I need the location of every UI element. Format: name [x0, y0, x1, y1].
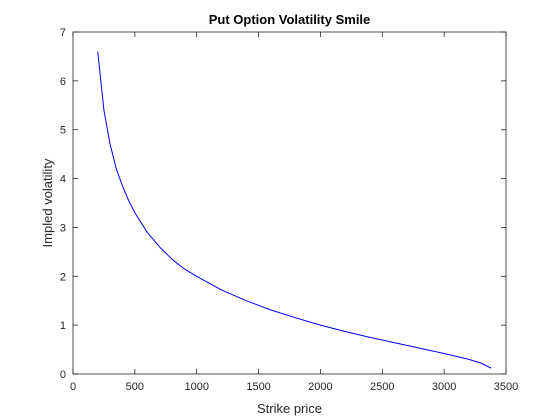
x-axis-label: Strike price: [257, 401, 322, 416]
x-tick-label: 2000: [308, 381, 332, 393]
y-axis-label: Impled volatility: [40, 158, 55, 247]
y-tick-label: 4: [60, 174, 66, 186]
x-tick-label: 500: [126, 381, 144, 393]
x-tick-label: 0: [70, 381, 76, 393]
x-tick-label: 1000: [184, 381, 208, 393]
y-tick-label: 0: [60, 369, 66, 381]
y-tick-label: 7: [60, 27, 66, 39]
series-line-0: [97, 51, 492, 369]
plot-border: [72, 31, 507, 375]
y-tick-label: 1: [60, 320, 66, 332]
plot-area: [73, 32, 506, 374]
x-tick-label: 3500: [494, 381, 518, 393]
x-tick-label: 3000: [432, 381, 456, 393]
y-tick-label: 3: [60, 222, 66, 234]
x-tick-label: 1500: [246, 381, 270, 393]
series-layer: [97, 51, 492, 369]
ticks-layer: 0 500 1000 1500 2000 2500 3000 3500 0 1 2 3 4 5 6 7: [60, 27, 518, 393]
y-tick-label: 2: [60, 271, 66, 283]
y-tick-label: 6: [60, 76, 66, 88]
chart-title: Put Option Volatility Smile: [209, 12, 371, 27]
y-tick-label: 5: [60, 125, 66, 137]
x-tick-label: 2500: [370, 381, 394, 393]
